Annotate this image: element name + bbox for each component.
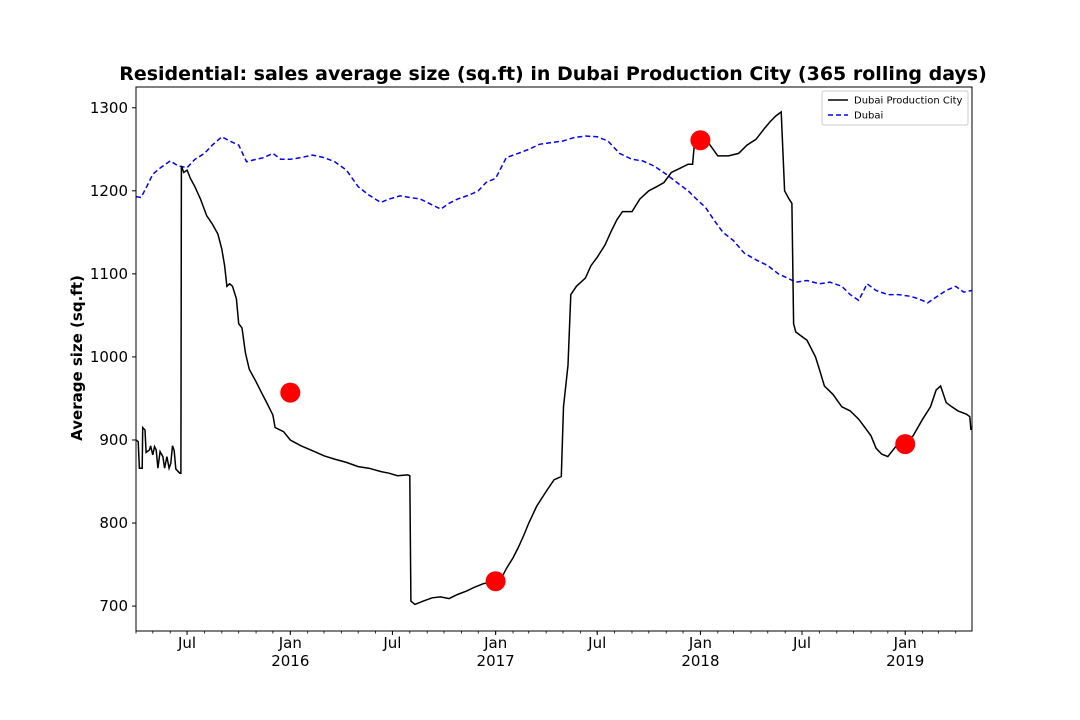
y-tick-label: 900 [99,431,128,449]
y-axis-label: Average size (sq.ft) [68,275,86,441]
x-tick-label: Jan [278,634,302,652]
x-tick-label: Jul [382,634,401,652]
x-tick-year-label: 2016 [271,652,309,670]
y-tick-label: 1200 [90,182,128,200]
y-tick-label: 800 [99,514,128,532]
x-tick-label: Jan [483,634,507,652]
series-line-dubai-production-city [136,110,972,606]
y-tick-label: 1000 [90,348,128,366]
y-tick-label: 1100 [90,265,128,283]
x-tick-label: Jul [792,634,811,652]
y-tick-label: 700 [99,597,128,615]
y-axis-ticks: 700 800 900 1000 1100 1200 1300 [90,99,136,615]
x-tick-year-label: 2017 [477,652,515,670]
highlight-marker-4 [895,434,916,455]
legend-box [821,90,969,126]
x-tick-label: Jan [688,634,712,652]
plot-area [136,110,972,606]
x-tick-label: Jul [587,634,606,652]
highlight-marker-1 [280,382,301,403]
axes-frame [135,86,973,632]
x-tick-label: Jan [893,634,917,652]
chart-title: Residential: sales average size (sq.ft) … [119,63,987,85]
x-tick-year-label: 2018 [681,652,719,670]
x-tick-year-label: 2019 [886,652,924,670]
y-tick-label: 1300 [90,99,128,117]
highlight-marker-2 [485,571,506,592]
x-tick-label: Jul [177,634,196,652]
legend: Dubai Production City Dubai [821,90,969,126]
legend-label-dubai-production-city: Dubai Production City [854,96,963,107]
series-line-dubai [136,135,972,304]
highlight-marker-3 [690,130,711,151]
legend-label-dubai: Dubai [854,111,883,122]
